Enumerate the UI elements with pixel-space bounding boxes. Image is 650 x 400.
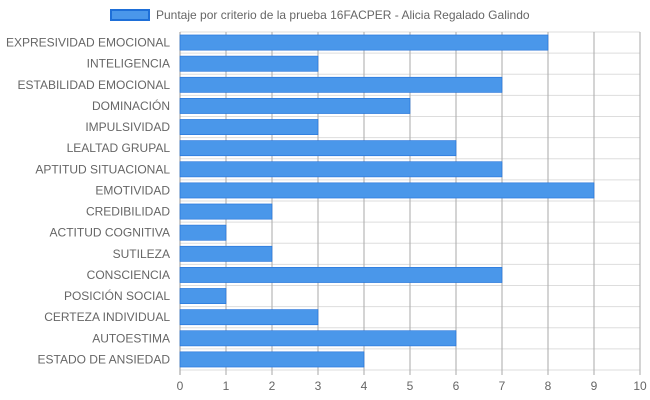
y-tick-label: INTELIGENCIA (87, 57, 170, 71)
bar (179, 34, 549, 51)
y-tick-label: APTITUD SITUACIONAL (35, 162, 170, 176)
y-tick-label: AUTOESTIMA (92, 331, 170, 345)
x-tick-label: 1 (223, 379, 230, 393)
bar (179, 351, 365, 368)
x-tick-label: 3 (315, 379, 322, 393)
x-tick-label: 6 (453, 379, 460, 393)
y-tick-label: EXPRESIVIDAD EMOCIONAL (6, 36, 170, 50)
y-tick-label: DOMINACIÓN (92, 98, 170, 113)
x-tick-label: 7 (499, 379, 506, 393)
bar (179, 224, 227, 241)
x-tick-label: 2 (269, 379, 276, 393)
bar (179, 309, 319, 326)
bar (179, 98, 411, 114)
x-tick-label: 10 (633, 379, 647, 393)
y-tick-label: ESTADO DE ANSIEDAD (38, 352, 171, 366)
bar (179, 119, 319, 135)
x-tick-label: 4 (361, 379, 368, 393)
x-tick-label: 8 (545, 379, 552, 393)
y-tick-label: CREDIBILIDAD (86, 205, 170, 219)
bar (179, 182, 595, 199)
x-tick-label: 9 (591, 379, 598, 393)
y-tick-label: LEALTAD GRUPAL (67, 141, 171, 155)
chart-legend[interactable]: Puntaje por criterio de la prueba 16FACP… (110, 6, 530, 24)
bar (179, 267, 503, 283)
y-tick-label: CONSCIENCIA (87, 268, 170, 282)
y-tick-label: SUTILEZA (113, 247, 170, 261)
bar (179, 76, 503, 93)
y-tick-label: ACTITUD COGNITIVA (50, 226, 170, 240)
x-tick-label: 5 (407, 379, 414, 393)
bar (179, 161, 503, 178)
x-tick-label: 0 (177, 379, 184, 393)
bar (179, 203, 273, 220)
y-tick-label: POSICIÓN SOCIAL (64, 288, 170, 303)
y-tick-label: EMOTIVIDAD (95, 183, 170, 197)
bar (179, 55, 319, 72)
bar (179, 330, 457, 347)
y-tick-label: ESTABILIDAD EMOCIONAL (18, 78, 171, 92)
legend-swatch (110, 9, 150, 21)
bar (179, 245, 273, 262)
bar (179, 140, 457, 157)
legend-label: Puntaje por criterio de la prueba 16FACP… (156, 8, 530, 22)
bar (179, 288, 227, 304)
y-tick-label: CERTEZA INDIVIDUAL (44, 310, 170, 324)
y-tick-label: IMPULSIVIDAD (85, 120, 170, 134)
